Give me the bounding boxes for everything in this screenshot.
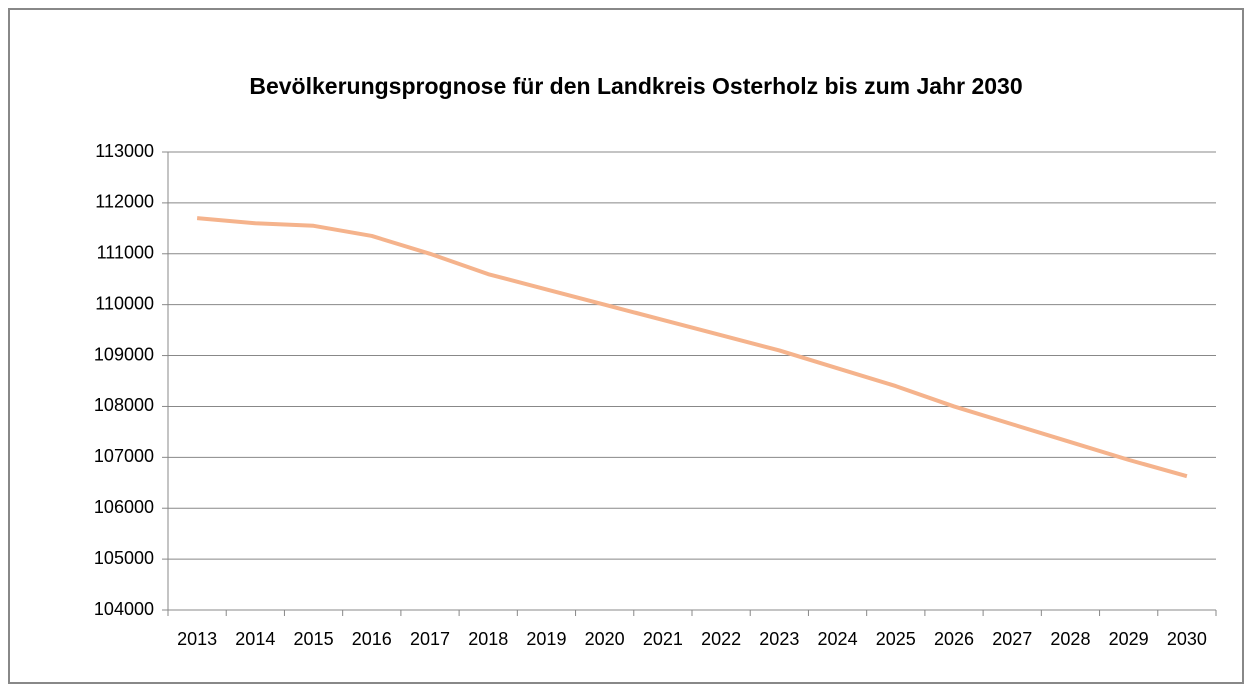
- chart-frame: [8, 8, 1244, 684]
- x-tick-label: 2018: [468, 629, 508, 649]
- data-line: [196, 216, 1188, 479]
- y-tick-label: 105000: [94, 548, 154, 568]
- x-tick-label: 2016: [352, 629, 392, 649]
- x-tick-label: 2015: [294, 629, 334, 649]
- y-tick-label: 106000: [94, 497, 154, 517]
- chart-title: Bevölkerungsprognose für den Landkreis O…: [249, 73, 1022, 99]
- x-tick-label: 2021: [643, 629, 683, 649]
- x-tick-label: 2029: [1109, 629, 1149, 649]
- y-tick-label: 104000: [94, 599, 154, 619]
- x-tick-label: 2014: [235, 629, 275, 649]
- y-tick-label: 112000: [95, 192, 154, 212]
- x-tick-label: 2023: [759, 629, 799, 649]
- x-tick-label: 2019: [526, 629, 566, 649]
- x-tick-label: 2020: [585, 629, 625, 649]
- y-tick-label: 111000: [97, 243, 154, 263]
- x-tick-label: 2025: [876, 629, 916, 649]
- x-tick-label: 2027: [992, 629, 1032, 649]
- y-tick-label: 108000: [94, 395, 154, 415]
- x-tick-label: 2028: [1050, 629, 1090, 649]
- x-tick-label: 2026: [934, 629, 974, 649]
- x-tick-label: 2030: [1167, 629, 1207, 649]
- y-tick-label: 107000: [94, 446, 154, 466]
- x-tick-label: 2024: [818, 629, 858, 649]
- y-tick-label: 113000: [95, 141, 154, 161]
- x-tick-label: 2022: [701, 629, 741, 649]
- y-tick-label: 110000: [95, 293, 154, 313]
- x-tick-label: 2013: [177, 629, 217, 649]
- x-tick-label: 2017: [410, 629, 450, 649]
- y-tick-label: 109000: [94, 344, 154, 364]
